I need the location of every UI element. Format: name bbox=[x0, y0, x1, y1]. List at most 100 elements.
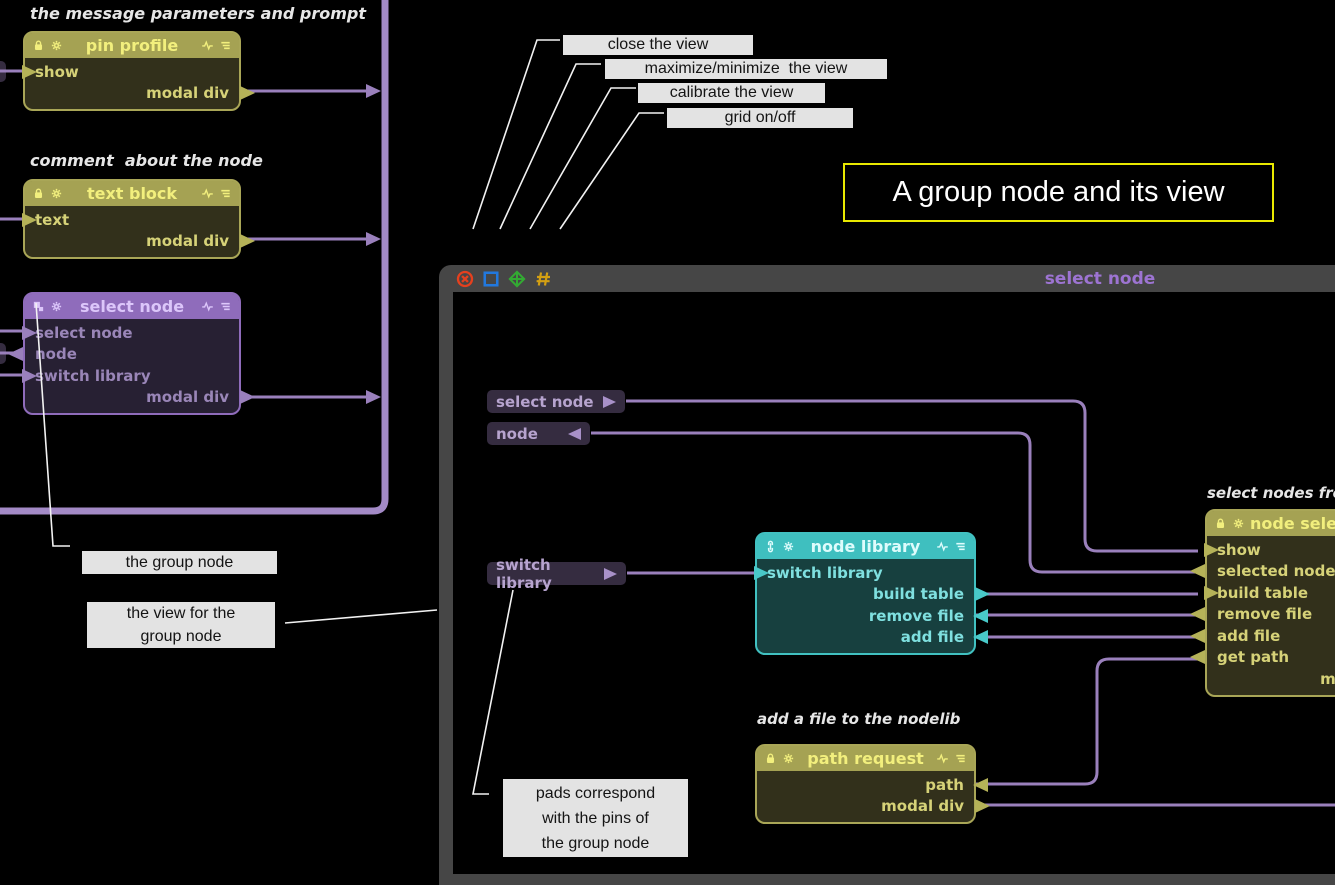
pin-selected-node[interactable]: selected node bbox=[1190, 561, 1335, 583]
node-header[interactable]: text block bbox=[25, 181, 239, 206]
node-text-block[interactable]: text block text modal div bbox=[22, 179, 255, 259]
gear-icon[interactable] bbox=[782, 540, 795, 553]
callout-pads-note: pads correspond with the pins of the gro… bbox=[503, 779, 688, 857]
pulse-icon[interactable] bbox=[201, 187, 214, 200]
list-icon[interactable] bbox=[954, 540, 967, 553]
callout-line: group node bbox=[140, 628, 222, 645]
node-header[interactable]: node library bbox=[757, 534, 974, 559]
grid-toggle-icon[interactable] bbox=[534, 270, 552, 288]
node-pin-profile[interactable]: pin profile show modal div bbox=[22, 31, 255, 111]
gear-icon[interactable] bbox=[1232, 517, 1245, 530]
pin-modal-div[interactable]: modal div bbox=[757, 796, 990, 818]
pad-select-node[interactable]: select node bbox=[487, 390, 625, 413]
pad-switch-library[interactable]: switch library bbox=[487, 556, 626, 592]
pin-remove-file[interactable]: remove file bbox=[757, 605, 988, 627]
node-header[interactable]: pin profile bbox=[25, 33, 239, 58]
wire-arrowhead-icon bbox=[366, 232, 381, 246]
pin-label: show bbox=[1217, 540, 1261, 559]
chain-icon[interactable] bbox=[764, 540, 777, 553]
gear-icon[interactable] bbox=[50, 300, 63, 313]
pin-label: text bbox=[35, 210, 70, 229]
list-icon[interactable] bbox=[954, 752, 967, 765]
group-icon[interactable] bbox=[32, 300, 45, 313]
comment-add-file: add a file to the nodelib bbox=[757, 710, 961, 728]
pin-remove-file[interactable]: remove file bbox=[1190, 604, 1335, 626]
pulse-icon[interactable] bbox=[201, 300, 214, 313]
callout-maximize-view: maximize/minimize the view bbox=[605, 59, 887, 79]
pin-switch-library[interactable]: switch library bbox=[754, 562, 974, 584]
pulse-icon[interactable] bbox=[936, 752, 949, 765]
list-icon[interactable] bbox=[219, 187, 232, 200]
pulse-icon[interactable] bbox=[201, 39, 214, 52]
pin-label: modal div bbox=[881, 797, 964, 816]
pin-text[interactable]: text bbox=[22, 209, 239, 231]
node-node-selector[interactable]: node selector show selected node build t… bbox=[1190, 509, 1335, 697]
pin-build-table[interactable]: build table bbox=[1204, 582, 1335, 604]
node-title: select node bbox=[79, 297, 185, 316]
pin-show[interactable]: show bbox=[22, 61, 239, 83]
pin-modal-div[interactable]: modal div bbox=[25, 231, 255, 253]
callout-line: the view for the bbox=[126, 605, 236, 622]
pin-add-file[interactable]: add file bbox=[1190, 625, 1335, 647]
calibrate-view-icon[interactable] bbox=[508, 270, 526, 288]
node-header[interactable]: node selector bbox=[1207, 511, 1335, 536]
pin-arrow-icon bbox=[240, 234, 255, 249]
pin-modal-div[interactable]: modal div bbox=[1207, 668, 1335, 690]
pin-label: switch library bbox=[767, 563, 883, 582]
close-view-icon[interactable] bbox=[456, 270, 474, 288]
view-title-bar[interactable] bbox=[439, 265, 1335, 292]
maximize-view-icon[interactable] bbox=[482, 270, 500, 288]
pin-select-node[interactable]: select node bbox=[22, 322, 239, 344]
node-title: text block bbox=[86, 184, 178, 203]
pin-label: path bbox=[925, 775, 964, 794]
wire-arrowhead-icon bbox=[366, 84, 381, 98]
callout-line-close bbox=[472, 39, 560, 230]
callout-line-pads bbox=[472, 589, 514, 795]
callout-calibrate-view: calibrate the view bbox=[638, 83, 825, 103]
pin-arrow-icon bbox=[240, 390, 255, 405]
gear-icon[interactable] bbox=[50, 187, 63, 200]
pin-arrow-icon bbox=[975, 799, 990, 814]
pin-path[interactable]: path bbox=[757, 774, 988, 796]
lock-icon[interactable] bbox=[32, 39, 45, 52]
list-icon[interactable] bbox=[219, 39, 232, 52]
pin-modal-div[interactable]: modal div bbox=[25, 83, 255, 105]
pin-arrow-icon bbox=[22, 64, 37, 79]
offscreen-pad-stub bbox=[0, 61, 6, 82]
callout-line-view bbox=[284, 609, 438, 624]
pin-label: modal div bbox=[146, 388, 229, 407]
pin-arrow-icon bbox=[754, 565, 769, 580]
lock-icon[interactable] bbox=[1214, 517, 1227, 530]
node-path-request[interactable]: path request path modal div bbox=[755, 744, 990, 824]
pin-switch-library[interactable]: switch library bbox=[22, 365, 239, 387]
view-bottom-edge[interactable] bbox=[439, 874, 1335, 885]
pin-label: modal div bbox=[146, 84, 229, 103]
gear-icon[interactable] bbox=[50, 39, 63, 52]
node-select-node-group[interactable]: select node select node node switch libr… bbox=[8, 292, 255, 415]
pin-add-file[interactable]: add file bbox=[757, 627, 988, 649]
view-left-edge[interactable] bbox=[439, 292, 453, 874]
lock-icon[interactable] bbox=[764, 752, 777, 765]
pin-modal-div[interactable]: modal div bbox=[25, 387, 255, 409]
callout-group-node: the group node bbox=[82, 551, 277, 574]
gear-icon[interactable] bbox=[782, 752, 795, 765]
pin-build-table[interactable]: build table bbox=[757, 584, 990, 606]
pin-show[interactable]: show bbox=[1204, 539, 1335, 561]
lock-icon[interactable] bbox=[32, 187, 45, 200]
pin-arrow-icon bbox=[973, 777, 988, 792]
node-header[interactable]: select node bbox=[25, 294, 239, 319]
pad-label: switch library bbox=[496, 555, 552, 592]
pin-arrow-icon bbox=[1190, 650, 1205, 665]
list-icon[interactable] bbox=[219, 300, 232, 313]
pin-label: switch library bbox=[35, 366, 151, 385]
wire-pad-selectnode-to-show bbox=[626, 399, 1198, 553]
pulse-icon[interactable] bbox=[936, 540, 949, 553]
pin-arrow-icon bbox=[1204, 542, 1219, 557]
pad-node[interactable]: node bbox=[487, 422, 590, 445]
pin-get-path[interactable]: get path bbox=[1190, 647, 1335, 669]
node-header[interactable]: path request bbox=[757, 746, 974, 771]
pin-label: build table bbox=[1217, 583, 1309, 602]
node-node-library[interactable]: node library switch library build table … bbox=[754, 532, 990, 655]
pin-node[interactable]: node bbox=[8, 344, 239, 366]
